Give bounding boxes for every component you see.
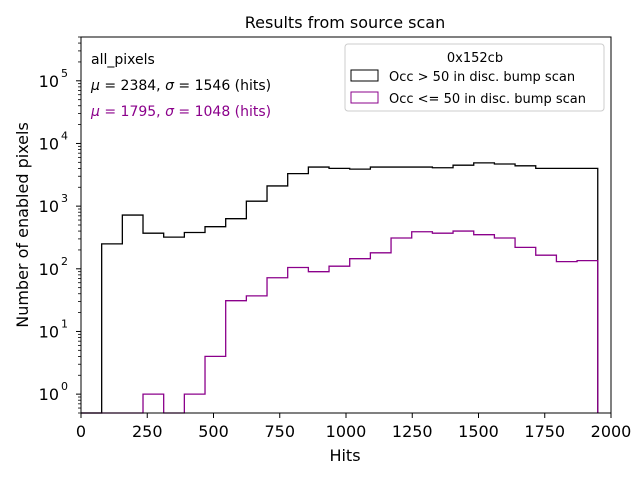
mu-value-2: = 1795, (100, 104, 165, 120)
x-tick-label: 750 (264, 422, 295, 441)
y-tick-label: 10 (39, 197, 59, 216)
y-tick-exponent: 0 (61, 380, 68, 393)
legend-label-occ-gt-50: Occ > 50 in disc. bump scan (389, 70, 575, 85)
histogram-series-1 (81, 230, 599, 414)
y-tick-label: 10 (39, 260, 59, 279)
x-axis-label: Hits (329, 446, 360, 465)
y-tick-label: 10 (39, 134, 59, 153)
mu-symbol-2: μ (90, 104, 100, 120)
x-tick-label: 500 (198, 422, 229, 441)
legend: 0x152cb Occ > 50 in disc. bump scan Occ … (344, 43, 605, 112)
legend-swatch-occ-le-50 (350, 91, 379, 104)
x-axis: 0 250 500 750 1000 1250 1500 1750 2000 (76, 413, 631, 441)
sigma-value-1: = 1546 (hits) (174, 78, 271, 94)
x-tick-label: 2000 (591, 422, 632, 441)
sigma-value-2: = 1048 (hits) (174, 104, 271, 120)
x-tick-label: 0 (76, 422, 86, 441)
x-tick-label: 1000 (326, 422, 367, 441)
sigma-symbol-1: σ (165, 78, 175, 94)
stats-line-1: μ = 2384, σ = 1546 (hits) (90, 78, 271, 94)
series-group (81, 162, 599, 414)
annotation-label: all_pixels (91, 52, 155, 68)
mu-symbol-1: μ (90, 78, 100, 94)
x-tick-label: 1250 (392, 422, 433, 441)
mu-value-1: = 2384, (100, 78, 165, 94)
histogram-series-0 (81, 162, 599, 414)
y-tick-label: 10 (39, 72, 59, 91)
x-tick-label: 1500 (458, 422, 499, 441)
chart-title: Results from source scan (245, 13, 445, 32)
legend-box (344, 43, 605, 112)
sigma-symbol-2: σ (165, 104, 175, 120)
legend-label-occ-le-50: Occ <= 50 in disc. bump scan (389, 92, 586, 107)
y-tick-exponent: 1 (61, 317, 68, 330)
y-tick-exponent: 2 (61, 255, 68, 268)
x-tick-label: 250 (132, 422, 163, 441)
y-tick-exponent: 4 (61, 129, 68, 142)
y-tick-label: 10 (39, 322, 59, 341)
y-axis-label: Number of enabled pixels (13, 122, 32, 328)
y-tick-label: 10 (39, 385, 59, 404)
stats-line-2: μ = 1795, σ = 1048 (hits) (90, 104, 271, 120)
legend-swatch-occ-gt-50 (350, 69, 379, 82)
x-tick-label: 1750 (524, 422, 565, 441)
legend-title: 0x152cb (447, 51, 503, 66)
y-tick-exponent: 5 (61, 67, 68, 80)
y-tick-exponent: 3 (61, 192, 68, 205)
